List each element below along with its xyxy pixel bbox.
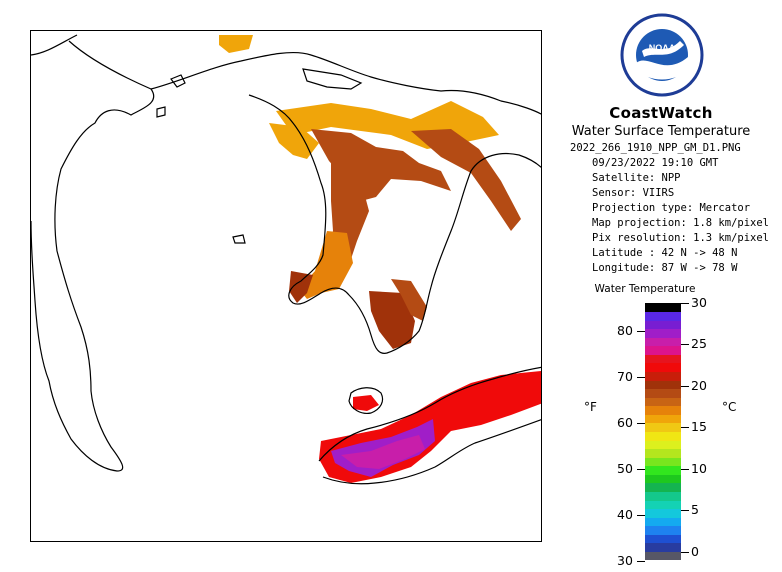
- colorbar-swatch: [645, 380, 681, 390]
- tick-label-celsius: 0: [691, 543, 699, 559]
- colorbar-swatch: [645, 345, 681, 355]
- colorbar-swatch: [645, 440, 681, 450]
- tick-mark-fahrenheit: [637, 560, 645, 562]
- colorbar-swatch: [645, 542, 681, 552]
- tick-label-fahrenheit: 40: [617, 506, 633, 522]
- tick-mark-celsius: [681, 385, 689, 387]
- island-small-2: [156, 106, 166, 118]
- colorbar-swatch: [645, 491, 681, 501]
- colorbar-swatch: [645, 457, 681, 467]
- datetime-label: 09/23/2022 19:10 GMT: [592, 157, 719, 169]
- tick-label-fahrenheit: 50: [617, 460, 633, 476]
- colorbar-swatch: [645, 328, 681, 338]
- sst-region-red-saginaw-bay: [289, 271, 313, 303]
- sst-region-orange-north: [219, 35, 253, 53]
- tick-label-fahrenheit: 30: [617, 552, 633, 568]
- unit-fahrenheit: °F: [584, 400, 597, 414]
- tick-label-celsius: 15: [691, 419, 707, 435]
- tick-label-fahrenheit: 80: [617, 322, 633, 338]
- satellite-label: Satellite: NPP: [592, 172, 681, 184]
- colorbar-swatch: [645, 525, 681, 535]
- island-small-1: [232, 234, 246, 244]
- tick-mark-celsius: [681, 551, 689, 553]
- temperature-overlay: [219, 35, 541, 483]
- colorbar-swatch: [645, 311, 681, 321]
- sst-map: [31, 34, 541, 485]
- colorbar-swatch: [645, 362, 681, 373]
- tick-label-celsius: 30: [691, 295, 707, 310]
- shoreline: [31, 34, 541, 485]
- coastwatch-title: CoastWatch: [609, 104, 713, 122]
- sst-region-orange-red-saginaw: [299, 231, 353, 299]
- coastline-lake-michigan: [31, 34, 155, 472]
- colorbar-swatch: [645, 397, 681, 407]
- file-name: 2022_266_1910_NPP_GM_D1.PNG: [570, 142, 741, 154]
- product-title: Water Surface Temperature: [571, 124, 751, 139]
- tick-mark-fahrenheit: [637, 422, 645, 424]
- tick-label-fahrenheit: 70: [617, 368, 633, 384]
- coastline-lake-huron-east: [430, 152, 541, 288]
- tick-mark-fahrenheit: [637, 330, 645, 332]
- latitude-label: Latitude : 42 N -> 48 N: [592, 247, 738, 259]
- colorbar-swatch: [645, 517, 681, 527]
- colorbar-title: Water Temperature: [594, 283, 696, 295]
- tick-mark-fahrenheit: [637, 468, 645, 470]
- temperature-colorbar: [645, 303, 681, 561]
- noaa-logo-icon: NOAA: [620, 13, 704, 97]
- coastline-lake-erie: [318, 366, 541, 485]
- colorbar-swatch: [645, 465, 681, 475]
- colorbar-swatch: [645, 500, 681, 510]
- tick-mark-celsius: [681, 468, 689, 470]
- sst-region-red-lake-st-clair: [353, 395, 379, 411]
- sst-region-brown-lake-huron-north: [311, 129, 451, 201]
- colorbar-swatch: [645, 405, 681, 415]
- colorbar-swatch: [645, 474, 681, 484]
- tick-mark-celsius: [681, 303, 689, 304]
- sst-region-brown-south-huron-east: [391, 279, 427, 321]
- island-manitoulin: [302, 68, 363, 90]
- colorbar-swatch: [645, 431, 681, 441]
- logo-text: NOAA: [649, 43, 676, 53]
- tick-mark-celsius: [681, 510, 689, 512]
- colorbar-swatch: [645, 354, 681, 364]
- map-projection-label: Map projection: 1.8 km/pixel: [592, 217, 770, 229]
- sst-region-magenta-lake-erie-core: [341, 435, 425, 469]
- colorbar-swatch: [645, 534, 681, 544]
- unit-celsius: °C: [722, 400, 737, 414]
- tick-label-fahrenheit: 60: [617, 414, 633, 430]
- tick-label-celsius: 25: [691, 336, 707, 352]
- coastline-upper-peninsula: [150, 51, 541, 115]
- coastline-lake-st-clair: [348, 387, 384, 414]
- colorbar-swatch: [645, 551, 681, 561]
- colorbar-swatch: [645, 422, 681, 432]
- tick-mark-celsius: [681, 427, 689, 429]
- colorbar-swatch: [645, 303, 681, 313]
- tick-label-celsius: 5: [691, 502, 699, 518]
- colorbar-swatch: [645, 508, 681, 518]
- pix-resolution-label: Pix resolution: 1.3 km/pixel: [592, 232, 770, 244]
- projection-type-label: Projection type: Mercator: [592, 202, 751, 214]
- colorbar-swatch: [645, 337, 681, 347]
- sst-region-brown-georgian-bay: [411, 129, 521, 231]
- map-panel[interactable]: [30, 30, 542, 542]
- tick-mark-celsius: [681, 344, 689, 346]
- sensor-label: Sensor: VIIRS: [592, 187, 675, 199]
- colorbar-swatch: [645, 388, 681, 398]
- island-beaver: [170, 74, 186, 88]
- coastline-lake-huron-west: [248, 94, 432, 354]
- sst-region-red-south-huron: [369, 291, 415, 349]
- colorbar-swatch: [645, 414, 681, 424]
- colorbar-swatch: [645, 482, 681, 492]
- longitude-label: Longitude: 87 W -> 78 W: [592, 262, 738, 274]
- sst-region-orange-west-lake-huron: [269, 123, 319, 159]
- colorbar-swatch: [645, 371, 681, 381]
- tick-label-celsius: 10: [691, 460, 707, 476]
- tick-mark-fahrenheit: [637, 514, 645, 516]
- colorbar-swatch: [645, 320, 681, 330]
- tick-label-celsius: 20: [691, 377, 707, 393]
- tick-mark-fahrenheit: [637, 376, 645, 378]
- colorbar-swatch: [645, 448, 681, 458]
